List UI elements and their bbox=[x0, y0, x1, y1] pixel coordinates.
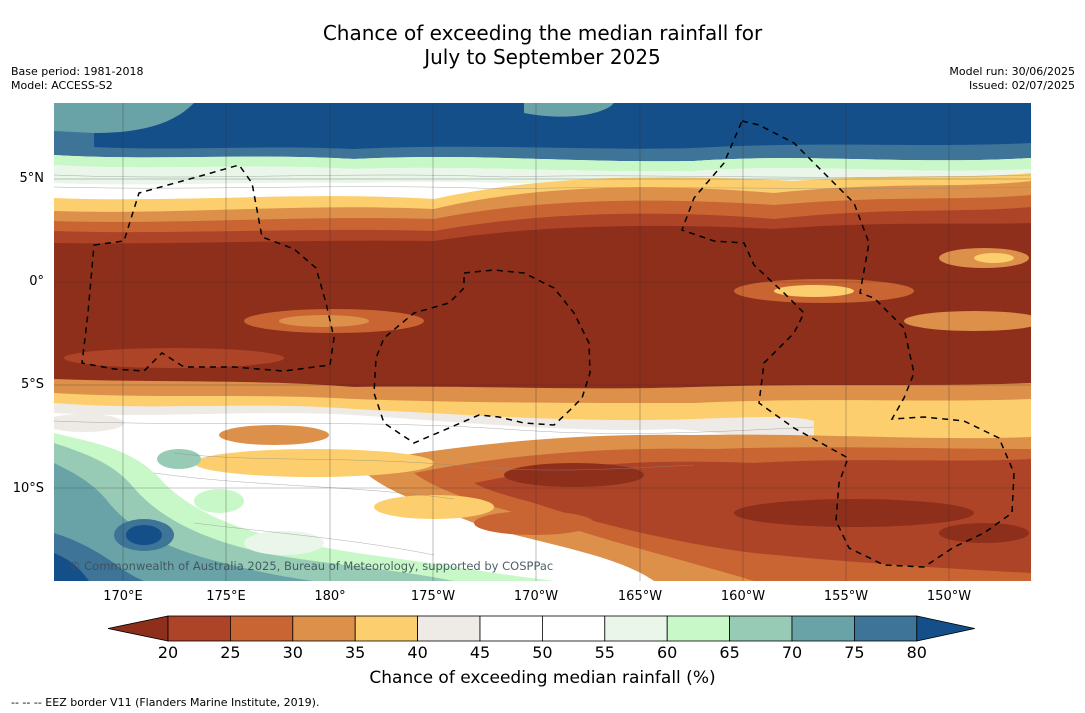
copyright-text: © Commonwealth of Australia 2025, Bureau… bbox=[69, 559, 553, 573]
colorbar-tick-label: 25 bbox=[220, 643, 241, 662]
colorbar-segment bbox=[854, 615, 918, 642]
issued-text: Issued: 02/07/2025 bbox=[968, 79, 1075, 92]
lon-label-170w: 170°W bbox=[513, 589, 559, 604]
colorbar-segment bbox=[167, 615, 231, 642]
map-title: Chance of exceeding the median rainfall … bbox=[0, 21, 1085, 69]
colorbar-tick-label: 50 bbox=[532, 643, 553, 662]
colorbar-tick-label: 80 bbox=[906, 643, 927, 662]
colorbar-segment bbox=[230, 615, 294, 642]
colorbar-tick-label: 60 bbox=[657, 643, 678, 662]
model-run-text: Model run: 30/06/2025 bbox=[949, 65, 1075, 78]
eez-footnote: -- -- -- EEZ border V11 (Flanders Marine… bbox=[11, 696, 320, 709]
colorbar-segment bbox=[541, 615, 606, 642]
rainfall-field bbox=[54, 103, 1031, 581]
lon-label-155w: 155°W bbox=[823, 589, 869, 604]
graticule bbox=[54, 103, 1031, 581]
colorbar-extend-high bbox=[916, 615, 975, 642]
colorbar-segment bbox=[791, 615, 855, 642]
colorbar-tick-label: 20 bbox=[157, 643, 179, 662]
lat-label-5s: 5°S bbox=[20, 377, 44, 392]
colorbar-tick-label: 45 bbox=[469, 643, 491, 662]
lat-label-5n: 5°N bbox=[19, 171, 45, 186]
colorbar-segment bbox=[729, 615, 793, 642]
colorbar-tick-label: 40 bbox=[407, 643, 428, 662]
rainfall-map: © Commonwealth of Australia 2025, Bureau… bbox=[54, 103, 1031, 581]
colorbar-tick-label: 75 bbox=[844, 643, 865, 662]
lon-label-180: 180° bbox=[314, 589, 346, 604]
colorbar-segment bbox=[479, 615, 543, 642]
colorbar bbox=[107, 615, 975, 642]
base-period-text: Base period: 1981-2018 bbox=[11, 65, 144, 78]
colorbar-segment bbox=[604, 615, 668, 642]
lon-label-160w: 160°W bbox=[720, 589, 766, 604]
colorbar-extend-low bbox=[107, 615, 169, 642]
colorbar-segment bbox=[417, 615, 481, 642]
lat-label-10s: 10°S bbox=[12, 481, 44, 496]
colorbar-tick-label: 30 bbox=[282, 643, 303, 662]
lon-label-175w: 175°W bbox=[410, 589, 456, 604]
lon-label-170e: 170°E bbox=[103, 589, 143, 604]
colorbar-tick-label: 55 bbox=[594, 643, 615, 662]
colorbar-tick-label: 70 bbox=[781, 643, 803, 662]
eez-borders bbox=[81, 120, 1015, 568]
title-line-1: Chance of exceeding the median rainfall … bbox=[322, 21, 763, 45]
lat-label-0: 0° bbox=[29, 274, 44, 289]
colorbar-title: Chance of exceeding median rainfall (%) bbox=[369, 668, 716, 688]
colorbar-segment bbox=[292, 615, 356, 642]
colorbar-segment bbox=[666, 615, 731, 642]
run-info: Model run: 30/06/2025 Issued: 02/07/2025 bbox=[949, 65, 1075, 93]
colorbar-segment bbox=[354, 615, 418, 642]
base-info: Base period: 1981-2018 Model: ACCESS-S2 bbox=[11, 65, 143, 93]
lon-label-150w: 150°W bbox=[926, 589, 972, 604]
title-line-2: July to September 2025 bbox=[424, 45, 661, 69]
lon-label-175e: 175°E bbox=[206, 589, 246, 604]
colorbar-tick-label: 35 bbox=[345, 643, 366, 662]
lon-label-165w: 165°W bbox=[617, 589, 663, 604]
model-text: Model: ACCESS-S2 bbox=[11, 79, 113, 92]
colorbar-tick-label: 65 bbox=[719, 643, 740, 662]
